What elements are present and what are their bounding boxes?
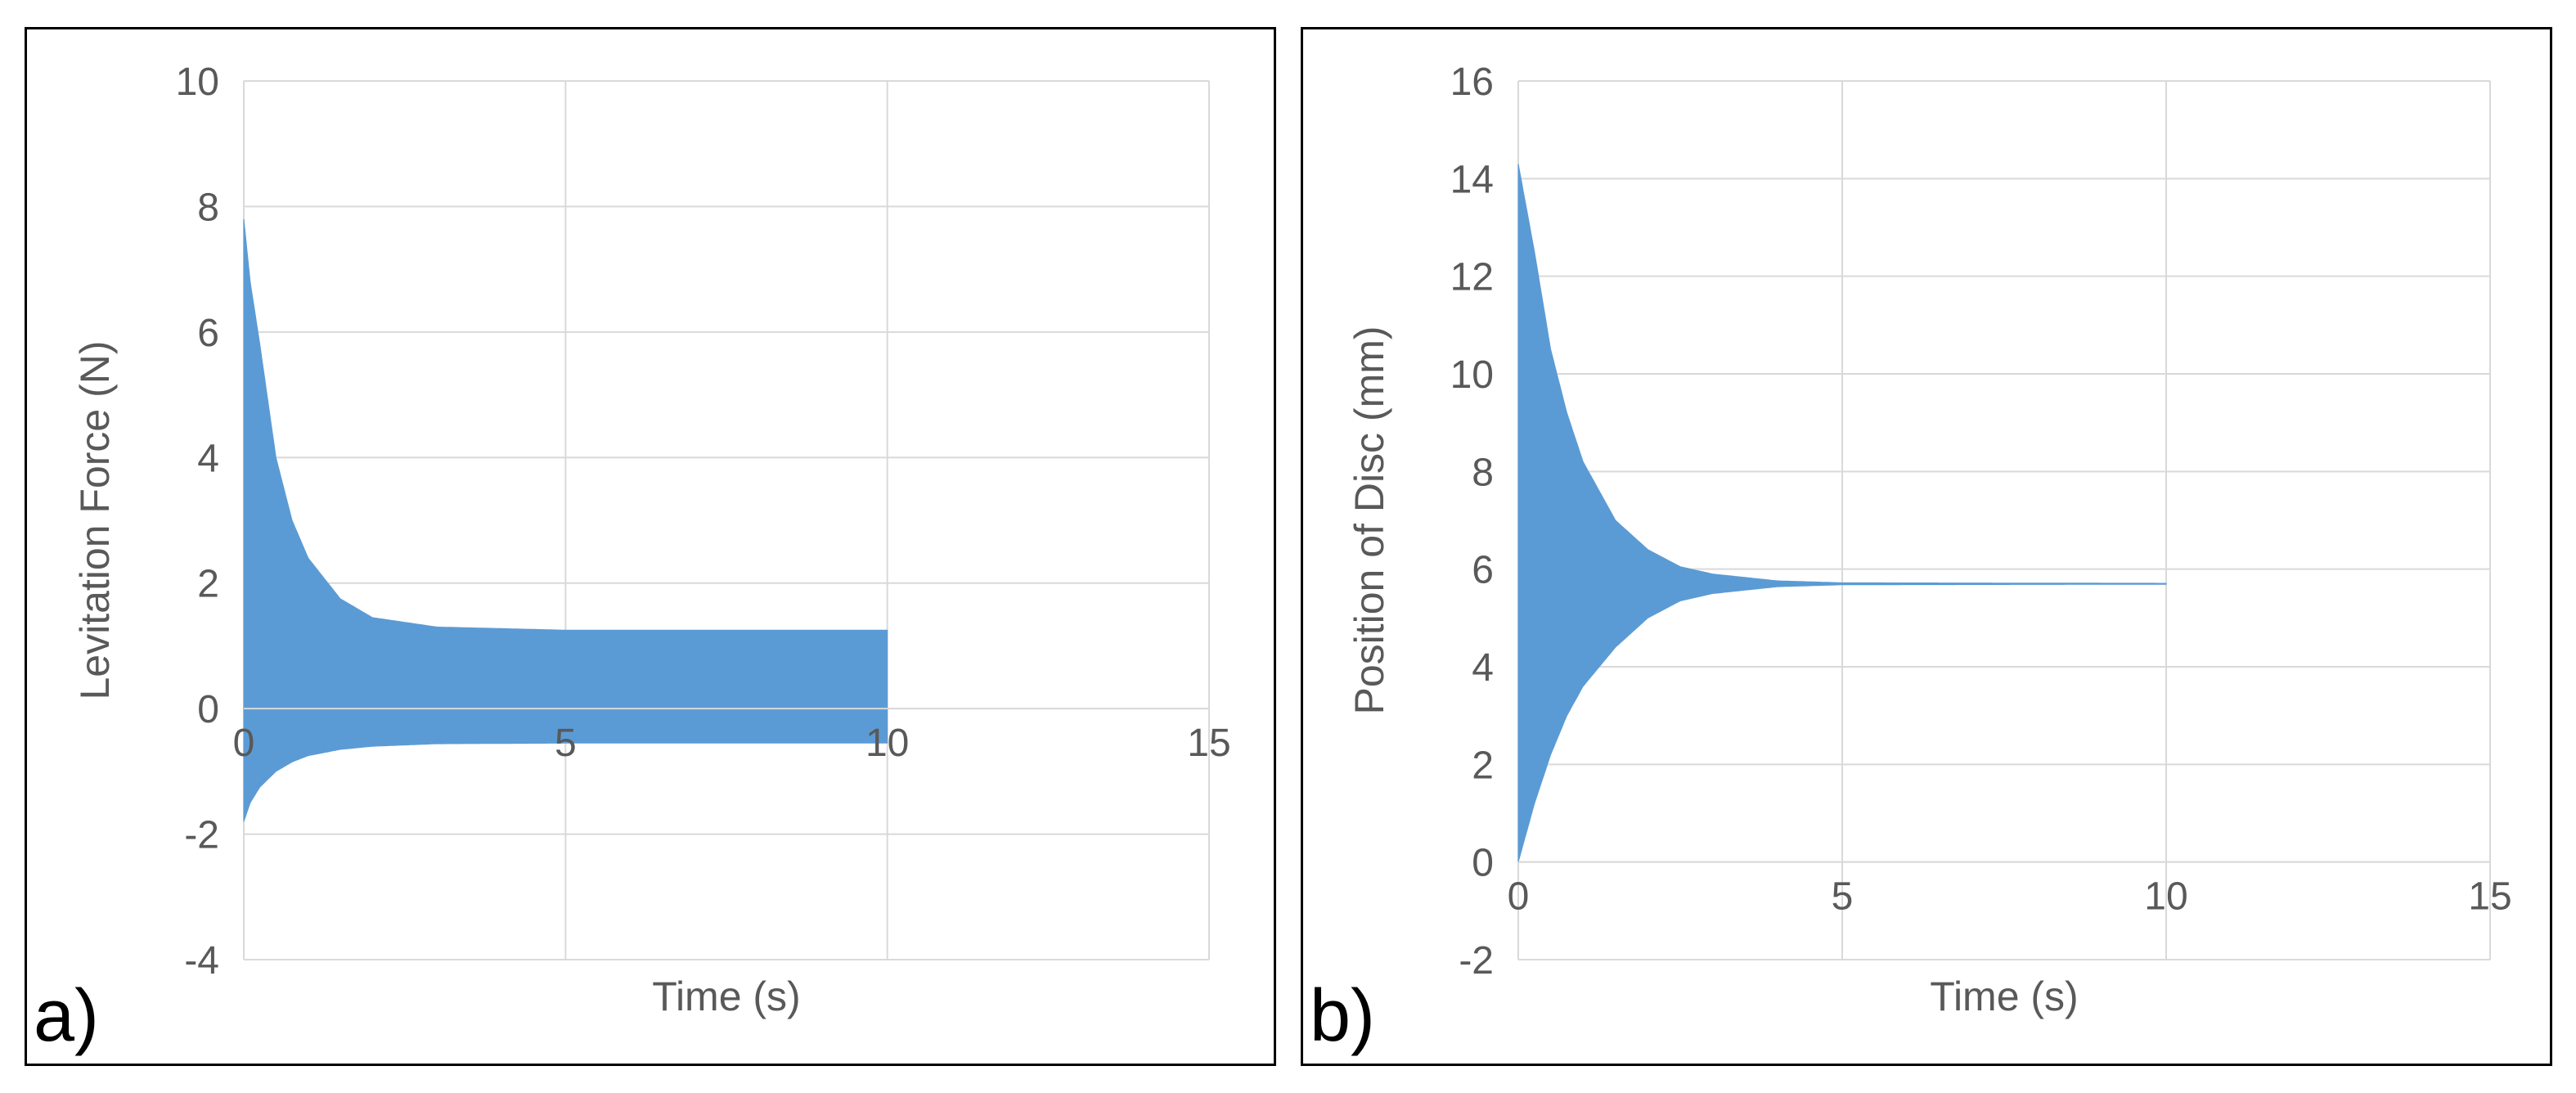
- chart-a-y-tick-label: 0: [197, 688, 219, 731]
- panel-label-b: b): [1310, 975, 1376, 1057]
- chart-a-x-tick-label: 5: [555, 722, 577, 765]
- chart-a-x-axis-title: Time (s): [652, 974, 800, 1019]
- chart-b-y-tick-label: 14: [1450, 158, 1494, 201]
- chart-panel-b: -2 0 2 4 6 8 10 12 14 16 0 5 10 15 Time (s) Position of…: [1301, 27, 2552, 1066]
- chart-a-y-axis-title: Levitation Force (N): [72, 340, 118, 699]
- chart-b-svg: -2 0 2 4 6 8 10 12 14 16 0 5 10 15 Time (s) Position of…: [1346, 61, 2512, 1019]
- chart-a-y-tick-label: 10: [176, 61, 219, 104]
- chart-a-data-area: [243, 218, 888, 822]
- chart-b-y-tick-label: 10: [1450, 353, 1494, 397]
- chart-a-x-tick-label: 15: [1187, 722, 1230, 765]
- chart-a-y-tick-label: 2: [197, 563, 219, 606]
- chart-b-y-tick-label: 2: [1472, 744, 1494, 787]
- chart-a-y-tick-label: 8: [197, 186, 219, 229]
- chart-b-x-tick-label: 15: [2468, 875, 2511, 919]
- chart-b-y-axis-title: Position of Disc (mm): [1346, 326, 1392, 714]
- chart-b-y-tick-label: 16: [1450, 61, 1494, 104]
- chart-b-y-tick-label: -2: [1459, 939, 1494, 983]
- chart-a-y-tick-label: -2: [184, 814, 219, 857]
- chart-a-svg: -4 -2 0 2 4 6 8 10 0 5 10 15 Time (s) Levitation Forc…: [72, 61, 1231, 1019]
- chart-a-y-tick-label: 4: [197, 437, 219, 480]
- chart-a-x-tick-label: 10: [865, 722, 909, 765]
- chart-b-y-tick-label: 6: [1472, 549, 1494, 592]
- chart-b-y-tick-label: 12: [1450, 256, 1494, 299]
- chart-b-data-area: [1517, 164, 2167, 862]
- chart-b-x-axis-title: Time (s): [1930, 974, 2078, 1019]
- chart-b-y-tick-label: 4: [1472, 646, 1494, 690]
- chart-b-y-tick-label: 8: [1472, 451, 1494, 494]
- chart-a-y-tick-label: 6: [197, 312, 219, 355]
- chart-a-y-tick-label: -4: [184, 939, 219, 983]
- chart-b-y-tick-label: 0: [1472, 842, 1494, 885]
- chart-b-x-tick-label: 0: [1508, 875, 1530, 919]
- chart-panel-a: -4 -2 0 2 4 6 8 10 0 5 10 15 Time (s) Levitation Forc…: [25, 27, 1276, 1066]
- chart-b-x-tick-label: 5: [1832, 875, 1854, 919]
- panel-label-a: a): [34, 975, 100, 1057]
- chart-a-x-tick-label: 0: [233, 722, 255, 765]
- chart-b-x-tick-label: 10: [2144, 875, 2187, 919]
